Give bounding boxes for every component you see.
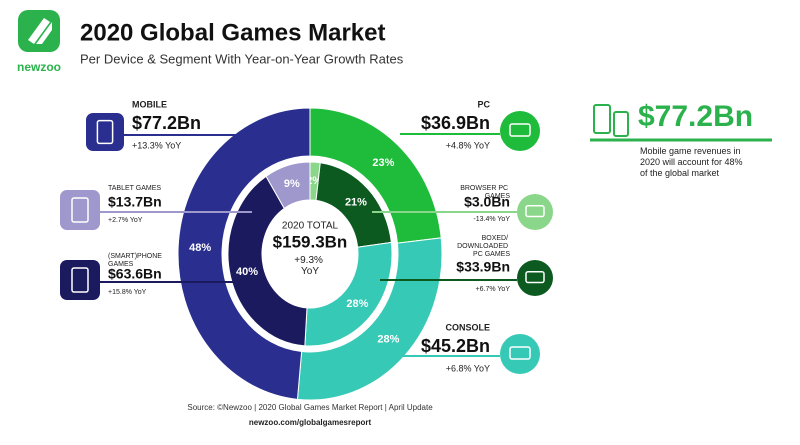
callout-name: MOBILE xyxy=(132,99,167,109)
callout-growth: +6.8% YoY xyxy=(446,363,490,373)
callout-revenue: $33.9Bn xyxy=(456,259,510,275)
icon-glyph xyxy=(509,346,531,360)
callout-icon xyxy=(86,113,124,151)
donut-segment xyxy=(304,241,393,347)
center-growth: +9.3% YoY xyxy=(294,255,325,277)
highlight-value: $77.2Bn xyxy=(638,100,753,133)
segment-label: 48% xyxy=(189,242,211,254)
callout-icon xyxy=(60,260,100,300)
icon-glyph xyxy=(96,119,114,145)
icon-glyph xyxy=(525,270,545,284)
callout-revenue: $77.2Bn xyxy=(132,113,201,133)
callout-growth: +4.8% YoY xyxy=(446,140,490,150)
center-title: 2020 TOTAL xyxy=(282,221,339,232)
callout-name: BROWSER PC GAMES xyxy=(460,185,510,200)
callout-icon xyxy=(517,260,553,296)
callout-icon xyxy=(500,111,540,151)
callout-growth: +2.7% YoY xyxy=(108,217,143,224)
logo-glyph xyxy=(28,18,52,44)
callout-icon xyxy=(517,194,553,230)
icon-glyph xyxy=(509,123,531,137)
url: newzoo.com/globalgamesreport xyxy=(249,418,372,427)
icon-glyph xyxy=(71,267,89,293)
phone-icon xyxy=(613,111,629,137)
callout-name: (SMART)PHONE GAMES xyxy=(108,253,164,268)
chart-title: 2020 Global Games Market xyxy=(80,19,385,46)
source: Source: ©Newzoo | 2020 Global Games Mark… xyxy=(187,403,433,412)
callout-revenue: $3.0Bn xyxy=(464,194,510,210)
highlight-text: Mobile game revenues in 2020 will accoun… xyxy=(640,146,745,178)
segment-label: 28% xyxy=(346,298,368,310)
callout-revenue: $63.6Bn xyxy=(108,266,162,282)
segment-label: 21% xyxy=(345,196,367,208)
callout-growth: +6.7% YoY xyxy=(476,286,511,293)
segment-label: 28% xyxy=(377,333,399,345)
callout-growth: -13.4% YoY xyxy=(473,216,510,223)
callout-name: BOXED/ DOWNLOADED PC GAMES xyxy=(457,235,510,258)
callout-icon xyxy=(60,190,100,230)
callout-revenue: $13.7Bn xyxy=(108,194,162,210)
callout-name: TABLET GAMES xyxy=(108,185,161,192)
callout-revenue: $45.2Bn xyxy=(421,336,490,356)
segment-label: 40% xyxy=(236,266,258,278)
donut-segment xyxy=(227,175,308,347)
callout-revenue: $36.9Bn xyxy=(421,113,490,133)
donut-segment xyxy=(265,161,311,210)
callout-name: CONSOLE xyxy=(445,322,490,332)
segment-label: 23% xyxy=(372,157,394,169)
icon-glyph xyxy=(71,197,89,223)
chart-subtitle: Per Device & Segment With Year-on-Year G… xyxy=(80,51,404,66)
callout-growth: +15.8% YoY xyxy=(108,289,147,296)
brand: newzoo xyxy=(17,60,61,74)
callout-icon xyxy=(500,334,540,374)
segment-label: 9% xyxy=(284,178,300,190)
icon-glyph xyxy=(525,204,545,218)
callout-name: PC xyxy=(477,99,490,109)
donut-segment xyxy=(177,107,311,400)
center-value: $159.3Bn xyxy=(273,232,348,251)
callout-growth: +13.3% YoY xyxy=(132,140,181,150)
phone-icon xyxy=(593,104,611,134)
